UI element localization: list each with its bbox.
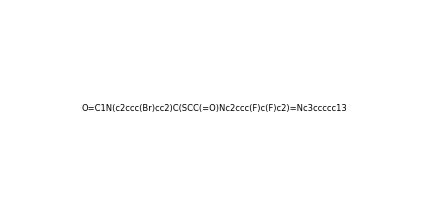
Text: O=C1N(c2ccc(Br)cc2)C(SCC(=O)Nc2ccc(F)c(F)c2)=Nc3ccccc13: O=C1N(c2ccc(Br)cc2)C(SCC(=O)Nc2ccc(F)c(F… [81,104,347,114]
